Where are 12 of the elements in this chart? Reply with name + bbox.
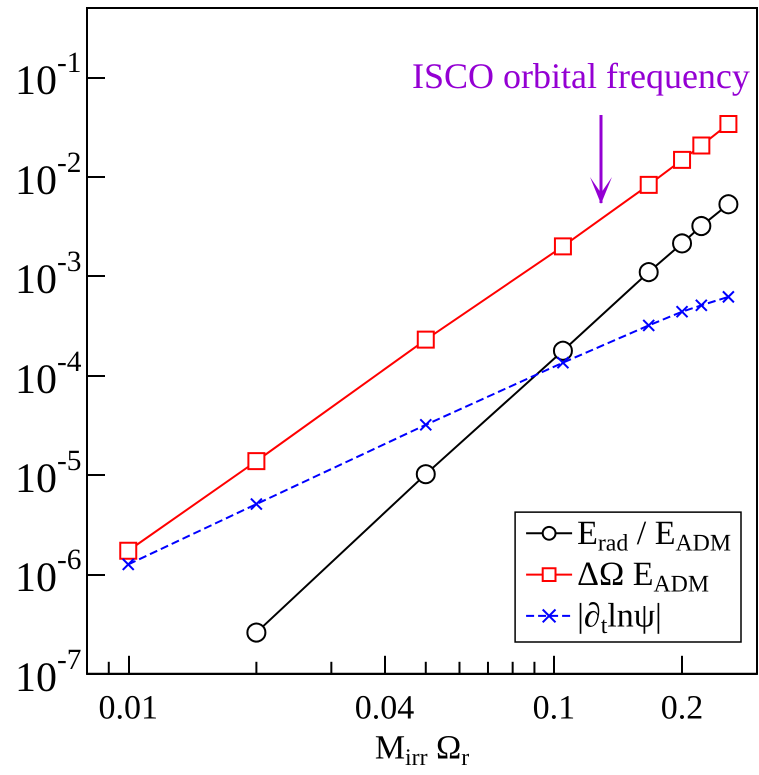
x-tick-label: 0.01 xyxy=(98,689,158,726)
y-tick-label: 10$^{-6}$ xyxy=(15,544,82,602)
x-tick-label: 0.1 xyxy=(532,689,576,726)
y-tick-label: 10$^{-1}$ xyxy=(15,47,82,104)
y-tick-label: 10$^{-5}$ xyxy=(15,444,82,502)
y-tick-label: 10$^{-2}$ xyxy=(15,146,82,204)
x-tick-label: 0.2 xyxy=(660,689,704,726)
annotation: ISCO orbital frequency xyxy=(412,55,750,97)
y-tick-label: 10$^{-4}$ xyxy=(15,346,82,403)
y-tick-label: 10$^{-3}$ xyxy=(15,246,82,304)
y-tick-label: 10$^{-7}$ xyxy=(15,644,82,701)
x-tick-label: 0.04 xyxy=(354,689,414,726)
